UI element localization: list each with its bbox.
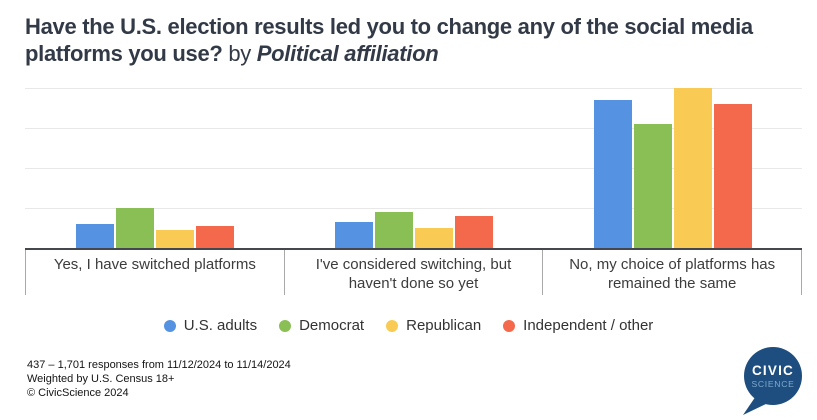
category-label-1: Yes, I have switched platforms bbox=[25, 250, 284, 295]
bar-democrat bbox=[374, 212, 413, 248]
legend: U.S. adults Democrat Republican Independent… bbox=[0, 317, 817, 334]
legend-item: Democrat bbox=[279, 317, 364, 334]
category-label-row: Yes, I have switched platforms I've consi… bbox=[25, 248, 803, 295]
chart-title: Have the U.S. election results led you t… bbox=[25, 13, 763, 67]
gridline-60 bbox=[25, 128, 802, 129]
bar-group-1 bbox=[25, 88, 284, 248]
footer-responses: 437 – 1,701 responses from 11/12/2024 to… bbox=[27, 359, 291, 371]
gridline-80 bbox=[25, 88, 802, 89]
bar-group-3 bbox=[543, 88, 802, 248]
civicscience-logo: CIVIC SCIENCE bbox=[738, 345, 804, 420]
bar-groups bbox=[25, 88, 802, 248]
legend-marker-icon bbox=[503, 319, 516, 332]
title-question: Have the U.S. election results led you t… bbox=[25, 14, 753, 66]
legend-marker-icon bbox=[386, 319, 399, 332]
legend-item: Independent / other bbox=[503, 317, 653, 334]
footer-copyright: © CivicScience 2024 bbox=[27, 387, 129, 399]
bar-republican bbox=[414, 228, 453, 248]
gridline-20 bbox=[25, 208, 802, 209]
category-label-3: No, my choice of platforms has remained … bbox=[542, 250, 803, 295]
bar-independent-other bbox=[454, 216, 493, 248]
bar-republican bbox=[155, 230, 194, 248]
category-label-2: I've considered switching, but haven't d… bbox=[283, 250, 543, 295]
bar-democrat bbox=[115, 208, 154, 248]
legend-label: U.S. adults bbox=[183, 317, 258, 334]
bar-u-s-adults bbox=[334, 222, 373, 248]
legend-item: U.S. adults bbox=[163, 317, 258, 334]
footer-notes: 437 – 1,701 responses from 11/12/2024 to… bbox=[27, 358, 291, 400]
legend-marker-icon bbox=[279, 319, 292, 332]
title-emphasis: Political affiliation bbox=[256, 41, 439, 66]
legend-item: Republican bbox=[386, 317, 481, 334]
legend-label: Republican bbox=[406, 317, 482, 334]
bar-independent-other bbox=[195, 226, 234, 248]
bar-u-s-adults bbox=[75, 224, 114, 248]
speech-bubble-icon: CIVIC SCIENCE bbox=[743, 347, 802, 415]
bar-group-2 bbox=[284, 88, 543, 248]
logo-line2: SCIENCE bbox=[751, 379, 794, 389]
plot-area bbox=[25, 88, 802, 248]
bar-u-s-adults bbox=[593, 100, 632, 248]
legend-label: Independent / other bbox=[523, 317, 654, 334]
title-connector: by bbox=[228, 41, 251, 66]
logo-line1: CIVIC bbox=[752, 363, 794, 378]
footer-weighting: Weighted by U.S. Census 18+ bbox=[27, 373, 175, 385]
legend-label: Democrat bbox=[299, 317, 365, 334]
bar-democrat bbox=[633, 124, 672, 248]
legend-marker-icon bbox=[163, 319, 176, 332]
gridline-40 bbox=[25, 168, 802, 169]
bar-independent-other bbox=[713, 104, 752, 248]
bar-republican bbox=[673, 88, 712, 248]
